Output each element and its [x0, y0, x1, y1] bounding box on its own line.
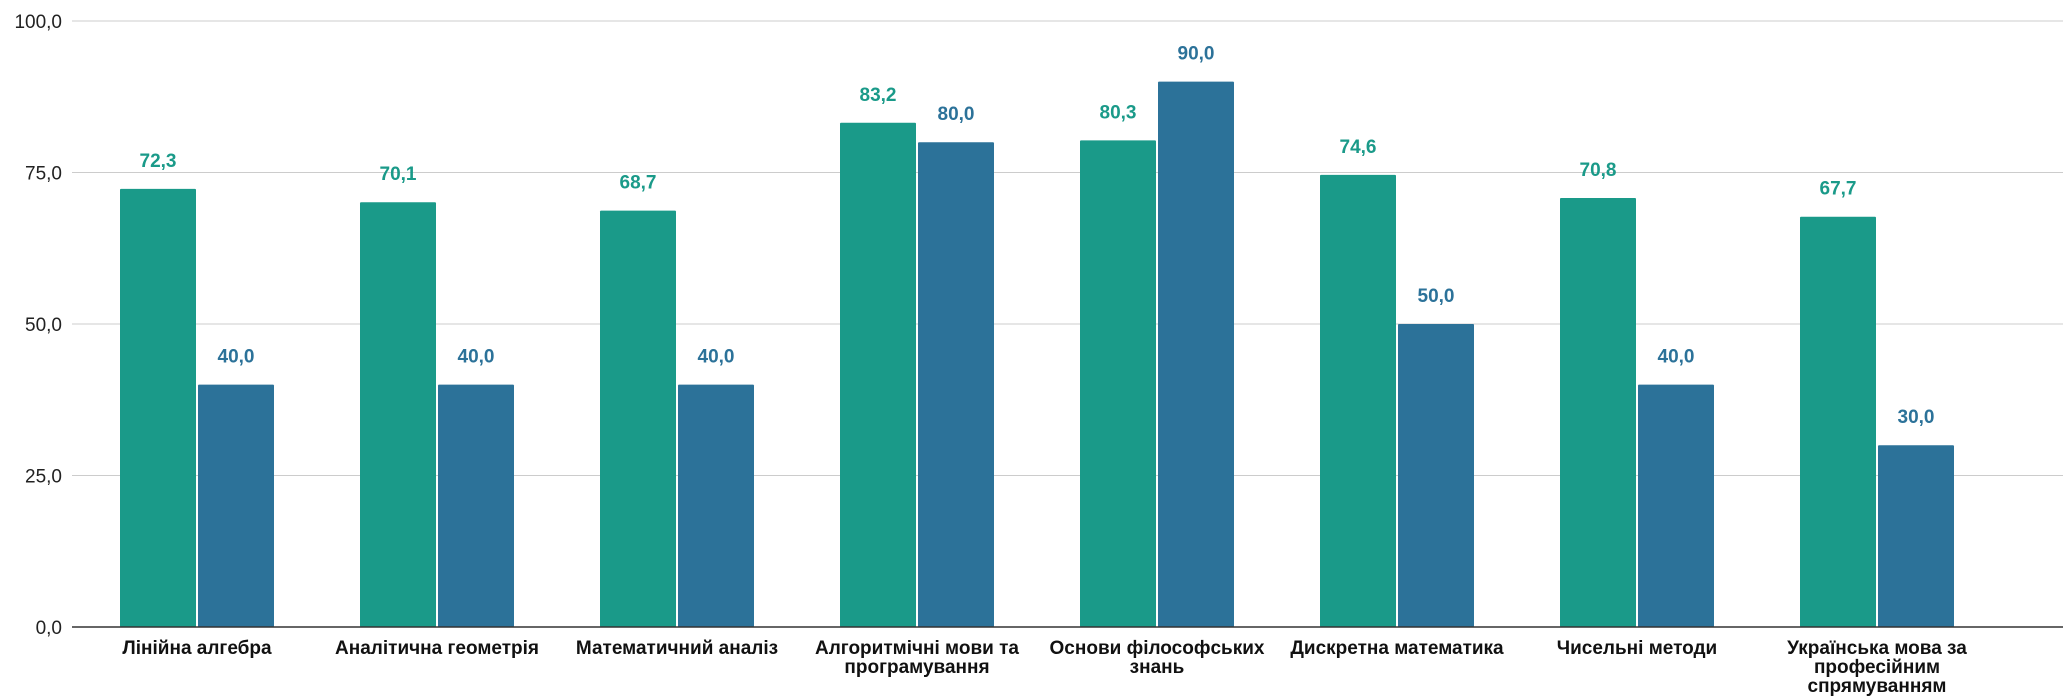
bar	[1080, 140, 1156, 627]
x-tick-label: спрямуванням	[1808, 676, 1947, 697]
bars	[120, 81, 1954, 628]
y-tick-label: 100,0	[14, 12, 62, 33]
x-tick-label: Українська мова за	[1787, 638, 1967, 659]
y-tick-label: 0,0	[36, 618, 62, 639]
data-label: 80,3	[1100, 102, 1137, 123]
data-labels: 72,3 70,1 68,7 83,2 80,3 74,6 70,8 67,7 40,0 40,0…	[140, 44, 1935, 429]
bar	[1320, 174, 1396, 627]
x-tick-label: Аналітична геометрія	[335, 638, 539, 659]
x-tick-label: програмування	[844, 657, 989, 678]
x-tick-label: Математичний аналіз	[576, 638, 778, 659]
data-label: 30,0	[1898, 407, 1935, 428]
bar	[1398, 324, 1474, 627]
x-tick-label: Лінійна алгебра	[122, 638, 272, 659]
y-tick-label: 75,0	[25, 164, 62, 185]
y-tick-label: 25,0	[25, 467, 62, 488]
bar	[438, 384, 514, 627]
bar	[918, 142, 994, 627]
data-label: 70,1	[380, 164, 417, 185]
bar	[840, 122, 916, 628]
bar	[1158, 81, 1234, 628]
data-label: 40,0	[218, 347, 255, 368]
data-label: 80,0	[938, 104, 975, 125]
x-tick-label: Дискретна математика	[1290, 638, 1504, 659]
x-tick-label: Чисельні методи	[1557, 638, 1717, 659]
x-tick-label: знань	[1130, 657, 1185, 678]
y-tick-label: 50,0	[25, 315, 62, 336]
bar	[1800, 216, 1876, 627]
bar	[1878, 445, 1954, 627]
bar	[1638, 384, 1714, 627]
data-label: 74,6	[1340, 137, 1377, 158]
data-label: 70,8	[1580, 160, 1617, 181]
data-label: 40,0	[458, 347, 495, 368]
data-label: 68,7	[620, 173, 657, 194]
y-axis-tick-labels: 0,0 25,0 50,0 75,0 100,0	[14, 12, 62, 639]
x-tick-label: Алгоритмічні мови та	[815, 638, 1019, 659]
x-tick-label: професійним	[1814, 657, 1940, 678]
bar	[678, 384, 754, 627]
bar	[120, 188, 196, 627]
data-label: 67,7	[1820, 179, 1857, 200]
x-tick-label: Основи філософських	[1050, 638, 1265, 659]
data-label: 40,0	[1658, 347, 1695, 368]
data-label: 72,3	[140, 151, 177, 172]
data-label: 90,0	[1178, 44, 1215, 65]
bar	[1560, 197, 1636, 627]
data-label: 83,2	[860, 85, 897, 106]
data-label: 50,0	[1418, 286, 1455, 307]
bar	[360, 202, 436, 627]
data-label: 40,0	[698, 347, 735, 368]
x-axis-category-labels: Лінійна алгебра Аналітична геометрія Матем…	[122, 638, 1967, 697]
bar	[198, 384, 274, 627]
bar	[600, 210, 676, 628]
